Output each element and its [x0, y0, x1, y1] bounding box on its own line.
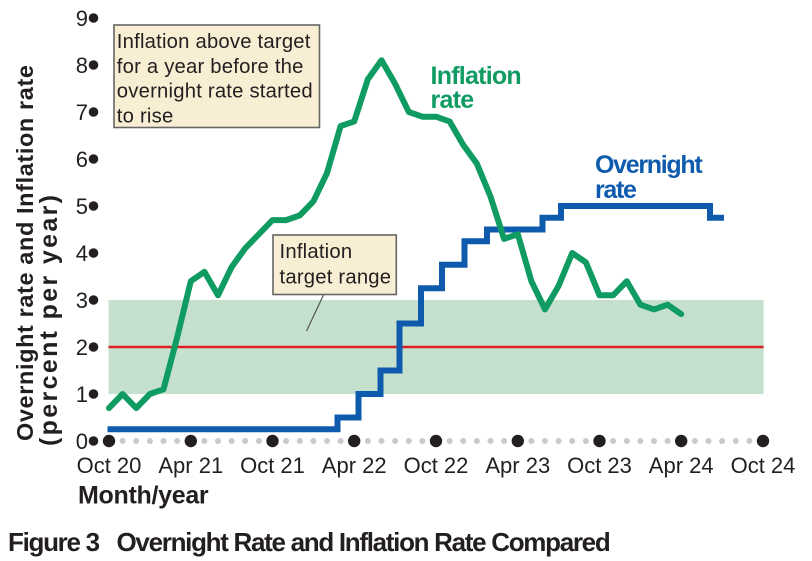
svg-text:3: 3	[76, 288, 88, 313]
svg-text:Apr 21: Apr 21	[158, 453, 223, 478]
svg-text:Oct 23: Oct 23	[567, 453, 632, 478]
svg-text:Month/year: Month/year	[78, 482, 209, 510]
svg-text:Oct 22: Oct 22	[404, 453, 469, 478]
svg-text:9: 9	[76, 6, 88, 31]
svg-text:target range: target range	[280, 267, 392, 289]
svg-text:7: 7	[76, 100, 88, 125]
svg-text:Inflation: Inflation	[280, 241, 353, 263]
svg-text:rate: rate	[595, 176, 637, 204]
svg-text:Overnight: Overnight	[595, 151, 703, 179]
svg-text:to rise: to rise	[117, 105, 174, 127]
svg-text:8: 8	[76, 53, 88, 78]
svg-text:Apr 24: Apr 24	[649, 453, 714, 478]
svg-text:6: 6	[76, 147, 88, 172]
svg-text:2: 2	[76, 335, 88, 360]
svg-text:Apr 22: Apr 22	[322, 453, 387, 478]
svg-text:Oct 20: Oct 20	[77, 453, 142, 478]
svg-text:1: 1	[76, 382, 88, 407]
svg-text:0: 0	[76, 429, 88, 454]
svg-text:Figure 3 Overnight Rate and: Figure 3 Overnight Rate and Inflation Ra…	[8, 527, 610, 557]
svg-text:Overnight rate and Inflation r: Overnight rate and Inflation rate	[12, 65, 38, 441]
svg-text:Apr 23: Apr 23	[485, 453, 550, 478]
svg-text:Oct 24: Oct 24	[731, 453, 796, 478]
svg-text:overnight rate started: overnight rate started	[117, 81, 313, 103]
svg-text:Inflation above target: Inflation above target	[117, 31, 311, 53]
svg-text:rate: rate	[431, 86, 475, 114]
svg-text:5: 5	[76, 194, 88, 219]
svg-text:for a year before the: for a year before the	[117, 56, 304, 78]
svg-text:4: 4	[76, 241, 88, 266]
svg-text:Inflation: Inflation	[431, 62, 521, 90]
svg-text:Oct 21: Oct 21	[240, 453, 305, 478]
